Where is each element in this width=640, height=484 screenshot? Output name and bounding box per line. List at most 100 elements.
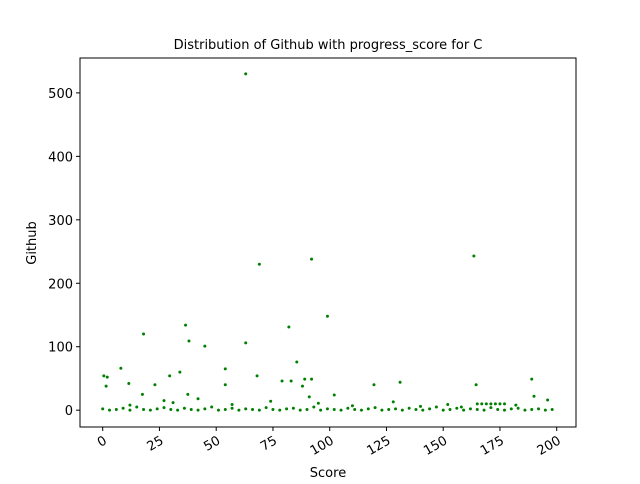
point: [257, 262, 261, 266]
point: [414, 408, 418, 412]
x-tick-label: 200: [535, 433, 564, 458]
point: [472, 254, 476, 258]
point: [462, 408, 466, 412]
point: [489, 406, 493, 410]
point: [305, 408, 309, 412]
point: [502, 408, 506, 412]
point: [210, 405, 214, 409]
point: [489, 402, 493, 406]
point: [223, 383, 227, 387]
point: [153, 383, 157, 387]
point: [523, 408, 527, 412]
point: [339, 408, 343, 412]
y-tick-label: 100: [48, 341, 73, 356]
point: [350, 404, 354, 408]
x-tick-label: 75: [258, 433, 280, 454]
point: [168, 374, 172, 378]
point: [346, 406, 350, 410]
point: [244, 341, 248, 345]
point: [310, 257, 314, 261]
point: [278, 408, 282, 412]
point: [244, 72, 248, 76]
point: [196, 408, 200, 412]
point: [244, 407, 248, 411]
point: [251, 408, 255, 412]
point: [546, 398, 550, 402]
point: [135, 405, 139, 409]
point: [223, 408, 227, 412]
point: [280, 379, 284, 383]
point: [441, 408, 445, 412]
point: [407, 406, 411, 410]
point: [459, 405, 463, 409]
point: [514, 403, 518, 407]
point: [366, 407, 370, 411]
point: [391, 400, 395, 404]
point: [373, 406, 377, 410]
point: [496, 408, 500, 412]
point: [189, 408, 193, 412]
point: [184, 323, 188, 327]
y-tick-label: 400: [48, 150, 73, 165]
point: [516, 406, 520, 410]
point: [475, 408, 479, 412]
y-tick-label: 0: [65, 404, 73, 419]
point: [186, 392, 190, 396]
point: [128, 403, 132, 407]
point: [537, 407, 541, 411]
point: [419, 404, 423, 408]
point: [509, 407, 513, 411]
point: [102, 374, 106, 378]
point: [312, 405, 316, 409]
point: [105, 375, 109, 379]
point: [380, 408, 384, 412]
point: [532, 394, 536, 398]
point: [455, 406, 459, 410]
point: [114, 408, 118, 412]
point: [493, 402, 497, 406]
point: [121, 406, 125, 410]
point: [475, 402, 479, 406]
point: [400, 408, 404, 412]
point: [171, 401, 175, 405]
point: [269, 399, 273, 403]
y-tick-label: 300: [48, 214, 73, 229]
point: [530, 377, 534, 381]
point: [203, 344, 207, 348]
point: [310, 377, 314, 381]
point: [428, 407, 432, 411]
point: [230, 402, 234, 406]
point: [421, 408, 425, 412]
point: [319, 408, 323, 412]
point: [482, 408, 486, 412]
point: [162, 406, 166, 410]
point: [325, 314, 329, 318]
plot-frame: [79, 57, 577, 428]
x-tick-label: 100: [308, 433, 337, 458]
point: [394, 407, 398, 411]
point: [303, 377, 307, 381]
y-tick-label: 200: [48, 277, 73, 292]
point: [182, 406, 186, 410]
point: [291, 406, 295, 410]
point: [332, 408, 336, 412]
point: [255, 374, 259, 378]
point: [264, 406, 268, 410]
point: [289, 379, 293, 383]
point: [140, 392, 144, 396]
point: [530, 408, 534, 412]
point: [550, 408, 554, 412]
x-tick-label: 150: [421, 433, 450, 458]
point: [353, 408, 357, 412]
point: [178, 370, 182, 374]
point: [474, 383, 478, 387]
point: [108, 408, 112, 412]
point: [223, 367, 227, 371]
point: [142, 332, 146, 336]
point: [162, 399, 166, 403]
point: [295, 360, 299, 364]
point: [448, 408, 452, 412]
point: [285, 407, 289, 411]
point: [332, 393, 336, 397]
point: [187, 339, 191, 343]
